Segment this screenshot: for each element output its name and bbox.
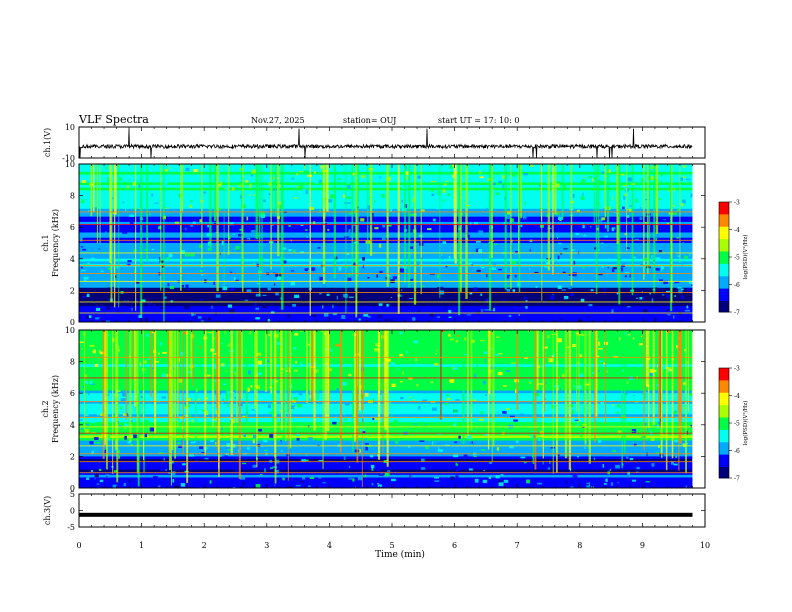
colorbar-ch1-label: log(PSD)(V²/Hz) <box>742 235 749 280</box>
waveform-ch3-panel <box>79 512 693 517</box>
x-tick-label: 2 <box>202 541 207 550</box>
spectrogram-ch2-panel <box>79 330 705 488</box>
colorbar-ch1: -3 -4 -5 -6 -7 log(PSD)(V²/Hz) <box>718 200 749 317</box>
spectrogram-ch1-ytick-label: 8 <box>70 192 75 201</box>
spectrogram-ch2-ylabel: Frequency (kHz) <box>51 375 60 443</box>
waveform-ch1-ytick-label: -10 <box>62 154 75 163</box>
x-axis-label: Time (min) <box>375 549 425 560</box>
spectrogram-ch1-ytick-label: 0 <box>70 318 75 327</box>
x-tick-label: 5 <box>389 541 394 550</box>
colorbar-ch2-tick-label: -3 <box>734 366 740 373</box>
colorbar-ch2: -3 -4 -5 -6 -7 log(PSD)(V²/Hz) <box>718 366 749 483</box>
colorbar-ch1-tick-label: -6 <box>734 282 740 289</box>
x-tick-label: 3 <box>264 541 269 550</box>
colorbar-ch2-label: log(PSD)(V²/Hz) <box>742 401 749 446</box>
waveform-ch1-panel <box>79 128 693 159</box>
colorbar-ch1-tick-label: -7 <box>734 310 740 317</box>
chart-title: VLF Spectra <box>78 113 149 126</box>
spectrogram-ch1-ytick-label: 6 <box>70 223 75 232</box>
spectrogram-ch2-ytick-label: 0 <box>70 484 75 493</box>
x-tick-label: 10 <box>700 541 710 550</box>
colorbar-ch1-tick-label: -3 <box>734 200 740 207</box>
waveform-ch3-ytick-label: -5 <box>67 523 75 532</box>
spectrogram-ch1-ytick-label: 2 <box>70 286 75 295</box>
spectrogram-ch2-ytick-label: 2 <box>70 452 75 461</box>
waveform-ch3-ytick-label: 5 <box>70 490 75 499</box>
spectrogram-ch2-ytick-label: 6 <box>70 389 75 398</box>
spectrogram-ch1-ylabel: Frequency (kHz) <box>51 209 60 277</box>
colorbar-ch2-tick-label: -7 <box>734 476 740 483</box>
x-tick-label: 0 <box>76 541 81 550</box>
x-tick-label: 8 <box>577 541 582 550</box>
colorbar-ch2-tick-label: -4 <box>734 393 740 400</box>
waveform-ch3-trace <box>79 512 693 517</box>
waveform-ch3-ylabel: ch.3(V) <box>43 496 52 525</box>
x-tick-label: 1 <box>139 541 144 550</box>
x-tick-label: 7 <box>515 541 520 550</box>
spectrogram-ch1-panel <box>79 164 705 322</box>
chart-station: station= OUJ <box>343 116 396 125</box>
colorbar-ch2-tick-label: -6 <box>734 448 740 455</box>
waveform-ch1-frame <box>78 126 706 159</box>
spectrogram-ch1-ytick-label: 4 <box>70 255 75 264</box>
chart-date: Nov.27, 2025 <box>251 116 305 125</box>
colorbars: -3 -4 -5 -6 -7 log(PSD)(V²/Hz) -3 -4 -5 -6 -7 log(P… <box>718 200 749 483</box>
colorbar-ch2-tick-label: -5 <box>734 421 740 428</box>
colorbar-ch1-tick-label: -5 <box>734 255 740 262</box>
x-tick-label: 4 <box>327 541 332 550</box>
spectrogram-ch1-channel-label: ch.1 <box>41 234 50 251</box>
spectrogram-ch1-ytick-label: 10 <box>65 160 75 169</box>
chart-start-time: start UT = 17: 10: 0 <box>438 116 519 125</box>
waveform-ch1-ylabel: ch.1(V) <box>43 128 52 157</box>
spectrogram-ch2-ytick-label: 10 <box>65 326 75 335</box>
spectrogram-ch2-ytick-label: 4 <box>70 421 75 430</box>
x-tick-label: 9 <box>640 541 645 550</box>
waveform-ch3-frame <box>78 493 706 528</box>
waveform-ch3-ytick-label: 0 <box>70 507 75 516</box>
spectrogram-ch2-ytick-label: 8 <box>70 358 75 367</box>
waveform-ch1-trace <box>79 128 693 159</box>
spectrogram-ch2-channel-label: ch.2 <box>41 400 50 417</box>
x-tick-label: 6 <box>452 541 457 550</box>
colorbar-ch1-tick-label: -4 <box>734 227 740 234</box>
waveform-ch1-ytick-label: 10 <box>65 123 75 132</box>
